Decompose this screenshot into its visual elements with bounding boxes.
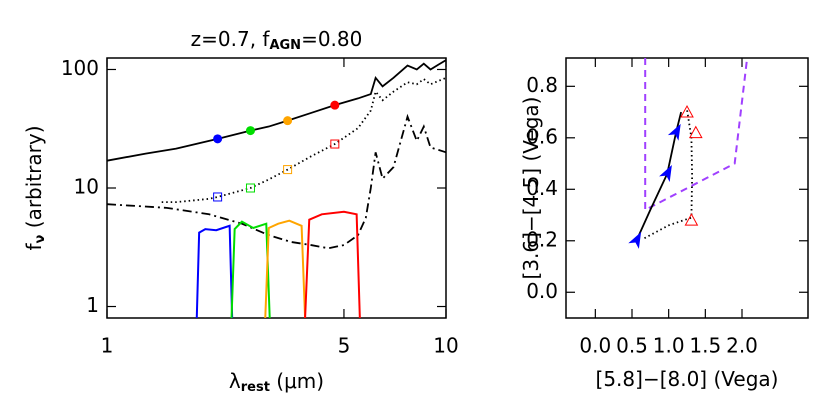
x-tick-label: 2.0 — [726, 334, 758, 358]
plot-frame — [106, 57, 447, 319]
point-marker — [283, 116, 293, 126]
x-axis-label-part: [5.8]−[8.0] (Vega) — [596, 367, 779, 391]
y-axis-label-part: (arbitrary) — [22, 126, 46, 235]
arrow-marker — [659, 165, 672, 182]
point-marker — [283, 165, 293, 175]
chart-title-part: =0.80 — [301, 27, 362, 51]
y-tick-label: 0.0 — [526, 279, 558, 303]
series-line — [161, 77, 447, 204]
x-axis-label-part: (μm) — [270, 369, 324, 393]
series-line — [195, 224, 234, 319]
point-marker — [245, 183, 255, 193]
x-axis-label-part: λ — [229, 369, 241, 393]
y-tick-label: 100 — [61, 56, 99, 80]
y-tick-label: 0.8 — [526, 73, 558, 97]
x-axis-label-part: rest — [241, 380, 270, 395]
series-line — [304, 210, 361, 319]
point-marker — [213, 134, 223, 144]
x-tick-label: 1 — [101, 334, 114, 358]
chart-title-part: AGN — [269, 38, 301, 53]
point-marker — [330, 139, 340, 149]
x-tick-label: 1.5 — [689, 334, 721, 358]
y-tick-label: 0.2 — [526, 227, 558, 251]
arrow-marker — [667, 123, 681, 141]
y-axis-label: [3.6]−[4.5] (Vega) — [519, 97, 543, 280]
x-axis-label: λrest (μm) — [229, 369, 324, 395]
x-tick-label: 0.5 — [616, 334, 648, 358]
series-line — [106, 59, 447, 162]
x-tick-label: 1.0 — [653, 334, 685, 358]
series-line — [106, 113, 447, 250]
plot-frame — [565, 57, 809, 319]
y-axis-label-part: ν — [33, 234, 48, 243]
triangle-marker — [684, 213, 699, 226]
triangle-marker — [688, 125, 703, 139]
y-axis-label: fν (arbitrary) — [22, 126, 48, 251]
chart-title-part: z=0.7, f — [191, 27, 271, 51]
point-marker — [330, 100, 340, 110]
x-tick-label: 10 — [433, 334, 458, 358]
chart-title: z=0.7, fAGN=0.80 — [191, 27, 363, 53]
y-axis-label-part: [3.6]−[4.5] (Vega) — [519, 97, 543, 280]
x-axis-label: [5.8]−[8.0] (Vega) — [596, 367, 779, 391]
y-tick-label: 0.4 — [526, 176, 558, 200]
series-line — [644, 57, 749, 212]
triangle-marker — [680, 105, 694, 118]
series-line — [264, 219, 307, 319]
y-tick-label: 10 — [74, 175, 99, 199]
series-line — [230, 220, 271, 319]
x-tick-label: 5 — [338, 334, 351, 358]
point-marker — [213, 192, 223, 202]
arrow-marker — [628, 231, 642, 249]
series-line — [644, 109, 694, 239]
y-tick-label: 1 — [86, 293, 99, 317]
x-tick-label: 0.0 — [579, 334, 611, 358]
point-marker — [245, 126, 255, 136]
y-tick-label: 0.6 — [526, 124, 558, 148]
y-axis-label-part: f — [22, 242, 46, 250]
